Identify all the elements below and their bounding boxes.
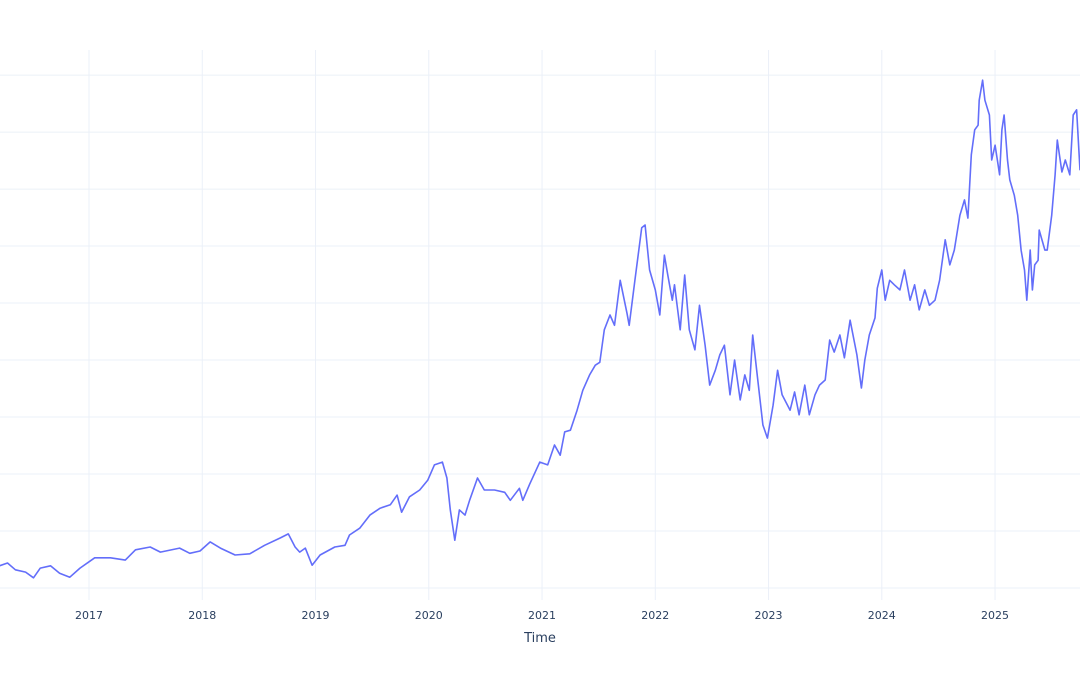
x-tick-label: 2018 [188,609,216,622]
x-tick-label: 2023 [755,609,783,622]
y-gridlines [0,74,1080,589]
x-tick-label: 2017 [75,609,103,622]
x-tick-label: 2020 [415,609,443,622]
x-axis-title: Time [523,631,556,646]
series-line [0,79,1080,579]
x-tick-label: 2025 [981,609,1009,622]
x-gridlines [88,50,996,600]
x-tick-label: 2019 [302,609,330,622]
x-tick-label: 2022 [641,609,669,622]
x-tick-label: 2021 [528,609,556,622]
x-axis-ticks: 2017 2018 2019 2020 2021 2022 2023 2024 2025 [75,609,1009,622]
x-tick-label: 2024 [868,609,896,622]
